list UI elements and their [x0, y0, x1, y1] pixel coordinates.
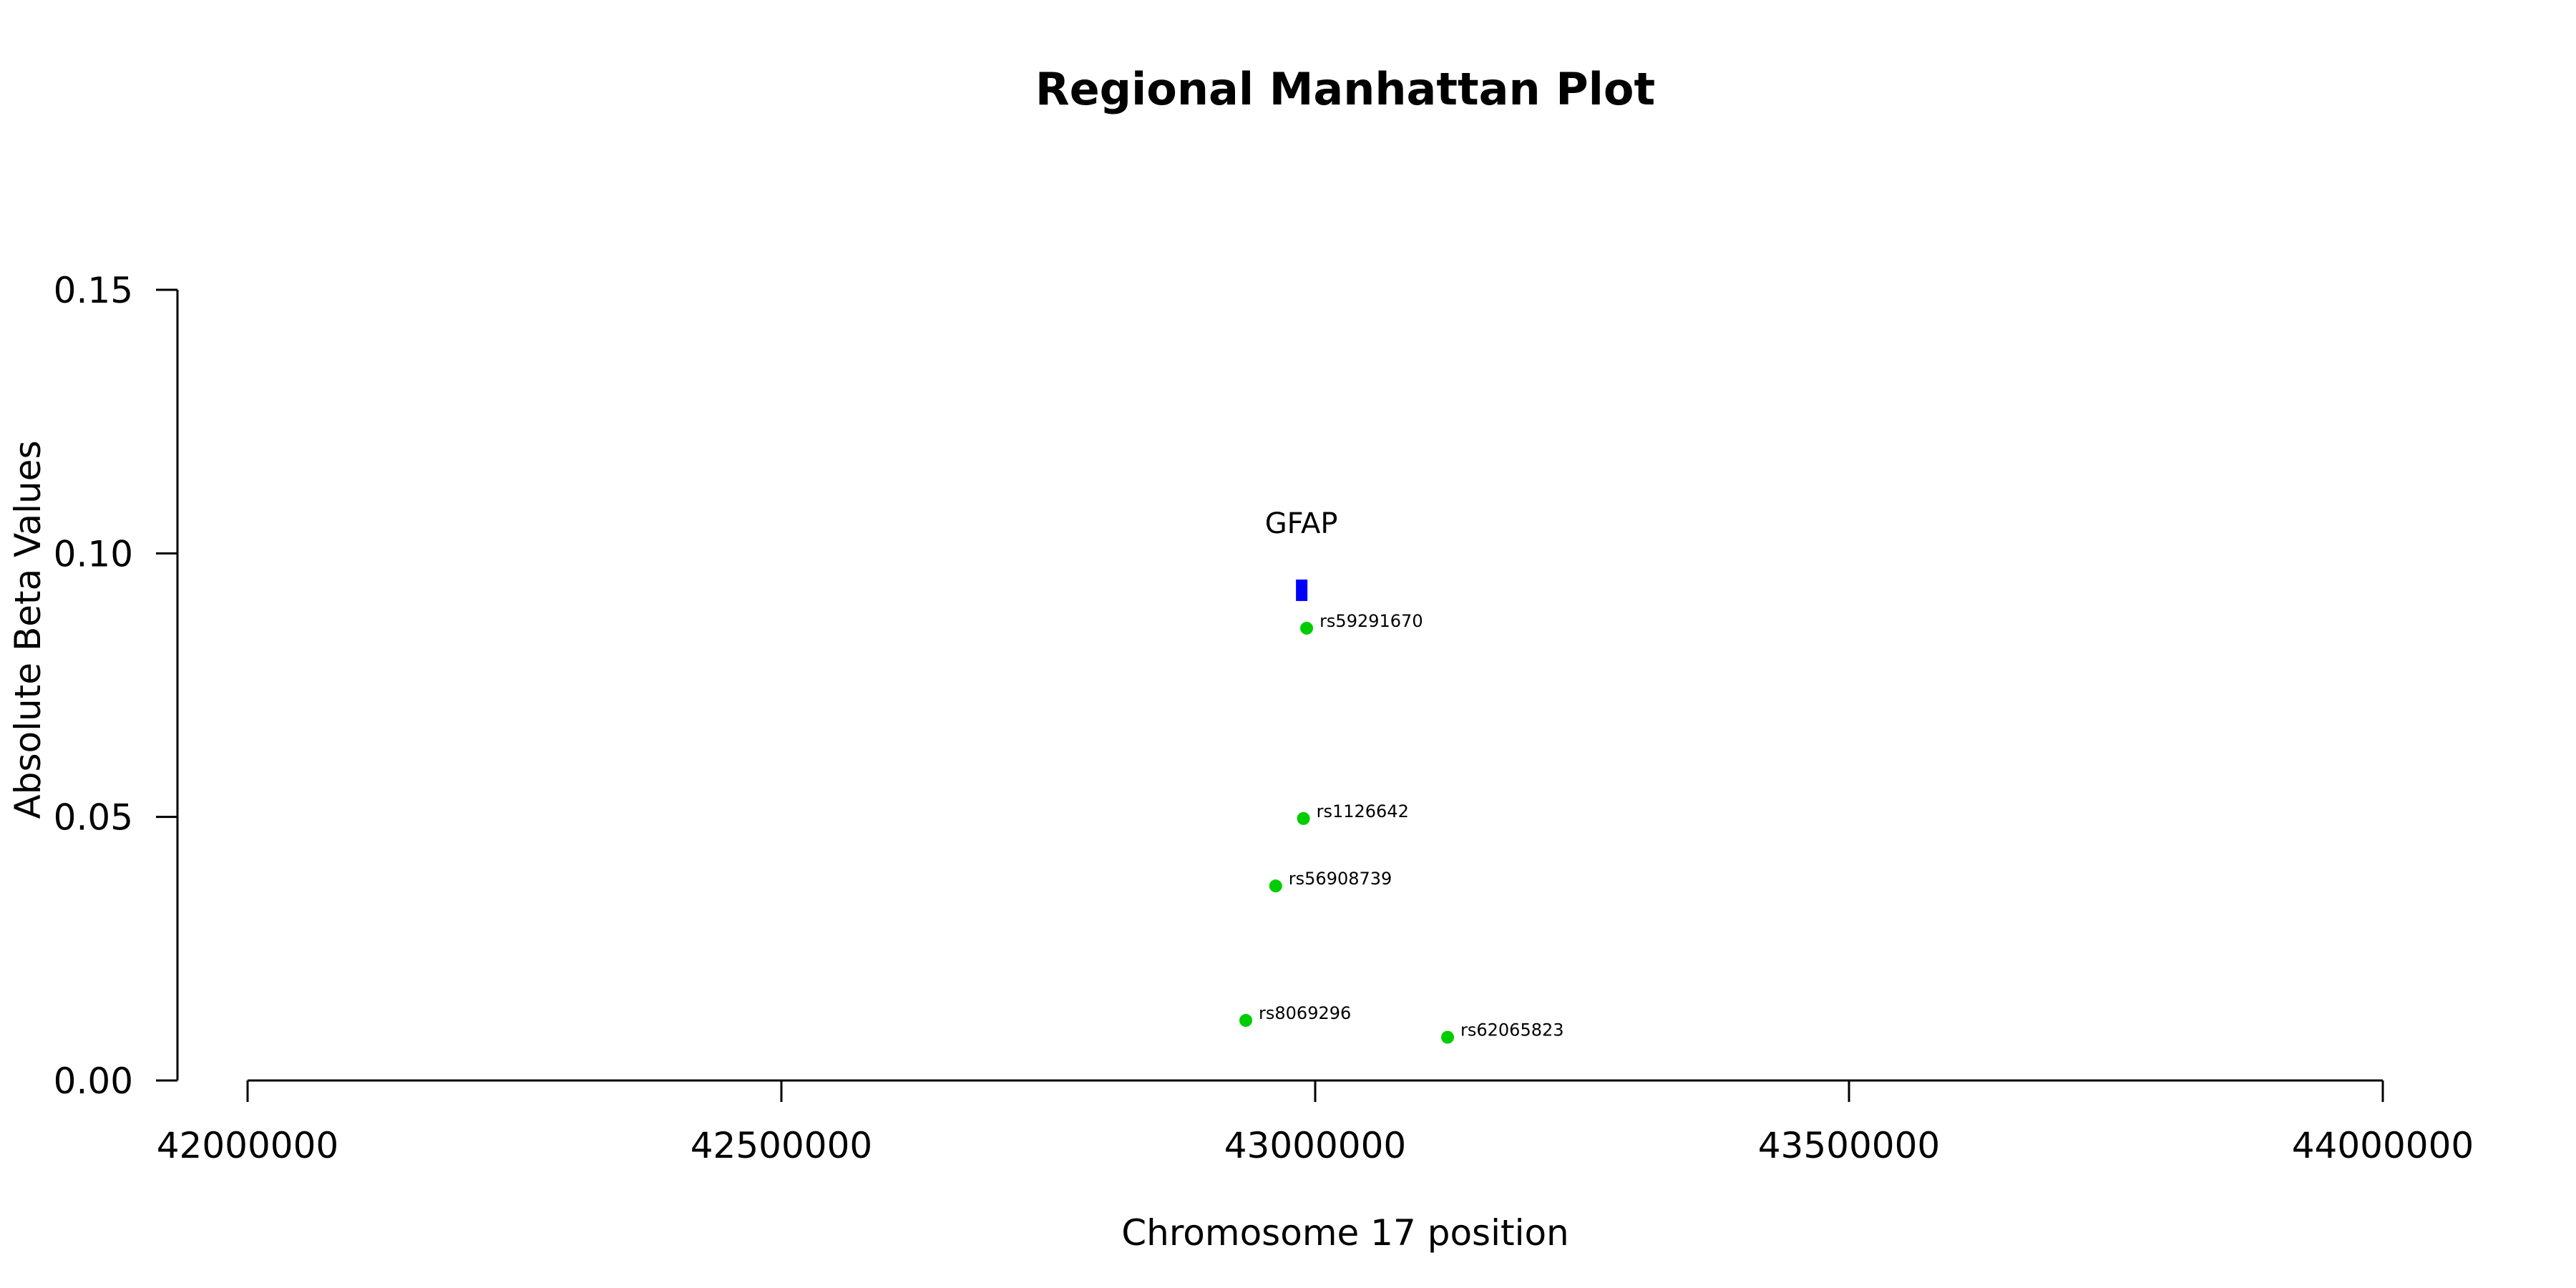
x-axis-label: Chromosome 17 position	[1121, 1212, 1569, 1254]
x-tick-label: 43500000	[1758, 1125, 1941, 1166]
y-tick-label: 0.00	[54, 1060, 133, 1102]
gene-label: GFAP	[1265, 507, 1338, 540]
snp-label: rs56908739	[1289, 869, 1392, 889]
gene-track: GFAP	[1265, 507, 1338, 601]
x-tick-label: 43000000	[1224, 1125, 1407, 1166]
snp-point	[1297, 811, 1310, 825]
snp-point	[1239, 1014, 1253, 1028]
snp-label: rs59291670	[1319, 611, 1423, 631]
snp-point	[1441, 1030, 1455, 1044]
snp-label: rs1126642	[1317, 801, 1409, 821]
chart-title: Regional Manhattan Plot	[1035, 63, 1655, 115]
snp-label: rs62065823	[1460, 1020, 1564, 1040]
y-axis-label: Absolute Beta Values	[7, 441, 49, 819]
y-tick-label: 0.15	[54, 270, 133, 311]
snp-point	[1300, 621, 1314, 635]
snp-label: rs8069296	[1259, 1003, 1351, 1023]
gene-marker	[1296, 579, 1308, 601]
y-tick-label: 0.05	[54, 797, 133, 839]
axes: 42000000 42500000 43000000 43500000 44000000…	[54, 270, 2474, 1166]
x-tick-label: 42000000	[157, 1125, 339, 1166]
snp-points: rs59291670 rs1126642 rs56908739 rs8069296 rs…	[1239, 611, 1564, 1044]
x-tick-label: 44000000	[2292, 1125, 2474, 1166]
x-tick-label: 42500000	[691, 1125, 873, 1166]
snp-point	[1269, 879, 1282, 893]
y-tick-label: 0.10	[54, 533, 133, 575]
